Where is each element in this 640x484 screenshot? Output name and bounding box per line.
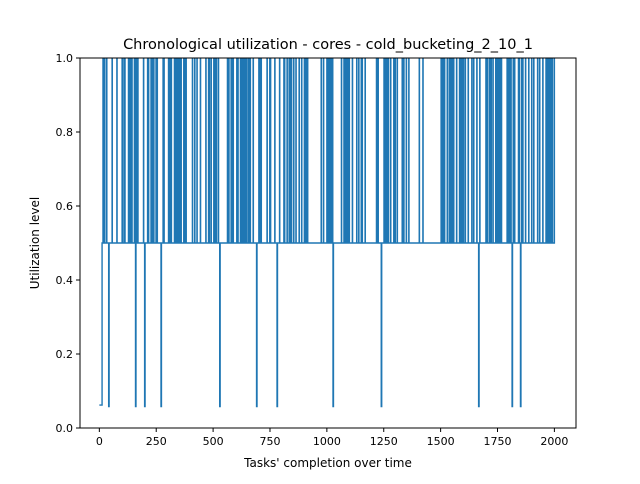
y-axis-label: Utilization level <box>28 197 42 289</box>
plot-area <box>99 58 556 408</box>
x-tick-label: 1000 <box>313 435 341 448</box>
x-tick-label: 1250 <box>370 435 398 448</box>
y-tick-label: 0.8 <box>56 126 74 139</box>
x-axis-label: Tasks' completion over time <box>243 456 412 470</box>
x-tick-label: 2000 <box>540 435 568 448</box>
y-axis: 0.0 0.2 0.4 0.6 0.8 1.0 <box>56 52 80 435</box>
utilization-series-line <box>99 58 556 408</box>
x-tick-label: 250 <box>146 435 167 448</box>
x-tick-label: 1500 <box>427 435 455 448</box>
y-tick-label: 1.0 <box>56 52 74 65</box>
chart-title: Chronological utilization - cores - cold… <box>123 37 533 53</box>
x-tick-label: 1750 <box>484 435 512 448</box>
y-tick-label: 0.2 <box>56 348 74 361</box>
x-tick-label: 750 <box>259 435 280 448</box>
x-axis: 0 250 500 750 1000 1250 1500 1750 2000 <box>96 428 568 448</box>
y-tick-label: 0.4 <box>56 274 74 287</box>
x-tick-label: 0 <box>96 435 103 448</box>
y-tick-label: 0.0 <box>56 422 74 435</box>
y-tick-label: 0.6 <box>56 200 74 213</box>
x-tick-label: 500 <box>203 435 224 448</box>
plot-frame <box>79 57 577 429</box>
